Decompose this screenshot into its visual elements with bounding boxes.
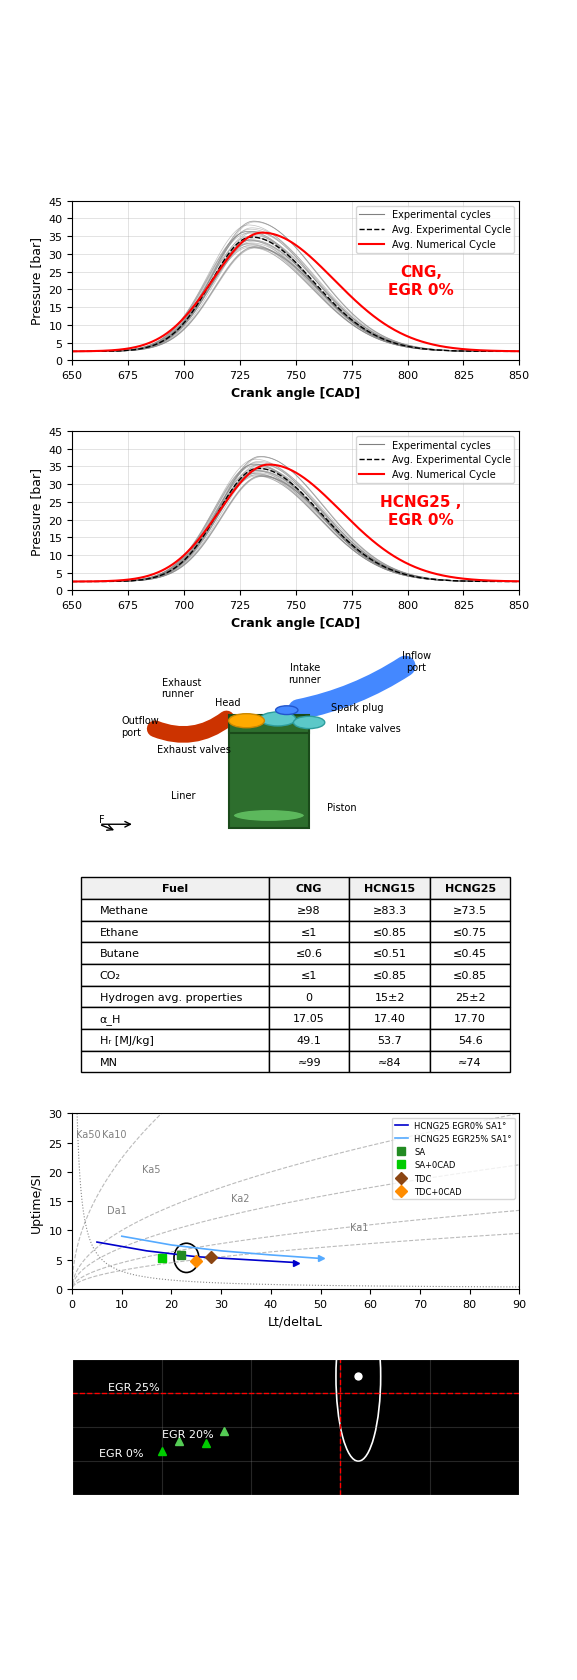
Line: Avg. Experimental Cycle: Avg. Experimental Cycle xyxy=(72,239,519,353)
Line: HCNG25 EGR25% SA1°: HCNG25 EGR25% SA1° xyxy=(122,1236,321,1258)
Ellipse shape xyxy=(233,810,305,822)
Text: Outflow
port: Outflow port xyxy=(121,716,159,738)
HCNG25 EGR0% SA1° xyxy=(193,1247,200,1267)
Avg. Experimental Cycle xyxy=(69,343,76,363)
Text: Spark plug: Spark plug xyxy=(331,702,384,712)
Circle shape xyxy=(276,706,298,716)
Avg. Experimental Cycle xyxy=(284,245,291,265)
FancyBboxPatch shape xyxy=(228,722,309,828)
Legend: Experimental cycles, Avg. Experimental Cycle, Avg. Numerical Cycle: Experimental cycles, Avg. Experimental C… xyxy=(355,207,515,254)
Legend: HCNG25 EGR0% SA1°, HCNG25 EGR25% SA1°, SA, SA+0CAD, TDC, TDC+0CAD: HCNG25 EGR0% SA1°, HCNG25 EGR25% SA1°, S… xyxy=(392,1117,515,1200)
HCNG25 EGR25% SA1° xyxy=(218,1242,224,1262)
HCNG25 EGR0% SA1° xyxy=(93,1231,100,1252)
HCNG25 EGR25% SA1° xyxy=(168,1235,175,1255)
Avg. Experimental Cycle xyxy=(516,343,523,363)
Avg. Numerical Cycle xyxy=(284,230,291,250)
Line: Avg. Numerical Cycle: Avg. Numerical Cycle xyxy=(72,234,519,353)
Y-axis label: Pressure [bar]: Pressure [bar] xyxy=(30,237,43,326)
Avg. Numerical Cycle xyxy=(312,252,319,272)
Text: Head: Head xyxy=(215,697,241,707)
Avg. Numerical Cycle xyxy=(69,343,76,363)
HCNG25 EGR0% SA1° xyxy=(293,1253,299,1273)
X-axis label: Crank angle [CAD]: Crank angle [CAD] xyxy=(231,386,361,400)
Text: F: F xyxy=(99,815,104,825)
X-axis label: Crank angle [CAD]: Crank angle [CAD] xyxy=(231,617,361,630)
Avg. Experimental Cycle xyxy=(506,343,513,363)
HCNG25 EGR25% SA1° xyxy=(317,1248,324,1268)
Circle shape xyxy=(294,717,325,729)
Text: CNG,
EGR 0%: CNG, EGR 0% xyxy=(388,265,454,297)
Avg. Experimental Cycle xyxy=(312,274,319,294)
Circle shape xyxy=(260,712,296,726)
Text: Ka2: Ka2 xyxy=(231,1193,250,1203)
HCNG25 EGR25% SA1° xyxy=(118,1226,125,1247)
Y-axis label: Uptime/SI: Uptime/SI xyxy=(30,1171,43,1231)
X-axis label: Lt/deltaL: Lt/deltaL xyxy=(268,1314,323,1327)
HCNG25 EGR25% SA1° xyxy=(267,1245,274,1265)
Avg. Experimental Cycle xyxy=(436,341,443,361)
Avg. Experimental Cycle xyxy=(249,228,256,249)
Circle shape xyxy=(228,714,264,729)
HCNG25 EGR0% SA1° xyxy=(143,1242,150,1262)
Y-axis label: CoV_Imep [%]: CoV_Imep [%] xyxy=(37,1383,50,1472)
Avg. Experimental Cycle xyxy=(336,299,343,319)
Text: Ka50: Ka50 xyxy=(76,1129,101,1139)
Text: Ka10: Ka10 xyxy=(102,1129,126,1139)
Text: EGR 0%: EGR 0% xyxy=(99,1448,144,1458)
FancyBboxPatch shape xyxy=(228,716,309,734)
Text: Inflow
port: Inflow port xyxy=(402,650,431,672)
Y-axis label: Pressure [bar]: Pressure [bar] xyxy=(30,467,43,556)
Text: Liner: Liner xyxy=(171,791,195,800)
Avg. Numerical Cycle xyxy=(436,336,443,356)
HCNG25 EGR0% SA1° xyxy=(242,1250,249,1270)
Text: Exhaust valves: Exhaust valves xyxy=(157,744,231,754)
Text: Ka5: Ka5 xyxy=(142,1164,160,1174)
Avg. Experimental Cycle xyxy=(282,244,289,264)
Avg. Numerical Cycle xyxy=(336,276,343,296)
X-axis label: Δθ₍ₐ90-10₎ [deg]: Δθ₍ₐ90-10₎ [deg] xyxy=(245,1520,346,1534)
Avg. Numerical Cycle xyxy=(282,230,289,250)
Text: EGR 25%: EGR 25% xyxy=(108,1383,159,1393)
Avg. Numerical Cycle xyxy=(258,223,265,244)
Avg. Numerical Cycle xyxy=(506,341,513,361)
Text: Intake
runner: Intake runner xyxy=(288,664,321,685)
Text: Intake valves: Intake valves xyxy=(336,724,400,734)
Legend: Experimental cycles, Avg. Experimental Cycle, Avg. Numerical Cycle: Experimental cycles, Avg. Experimental C… xyxy=(355,437,515,484)
Text: Exhaust
runner: Exhaust runner xyxy=(162,677,201,699)
Text: Piston: Piston xyxy=(327,803,357,813)
Text: Da1: Da1 xyxy=(107,1205,127,1215)
Avg. Numerical Cycle xyxy=(516,343,523,363)
Line: HCNG25 EGR0% SA1°: HCNG25 EGR0% SA1° xyxy=(97,1242,296,1263)
Text: EGR 20%: EGR 20% xyxy=(162,1430,213,1440)
Text: HCNG25 ,
EGR 0%: HCNG25 , EGR 0% xyxy=(380,496,462,528)
Text: Ka1: Ka1 xyxy=(350,1223,369,1233)
